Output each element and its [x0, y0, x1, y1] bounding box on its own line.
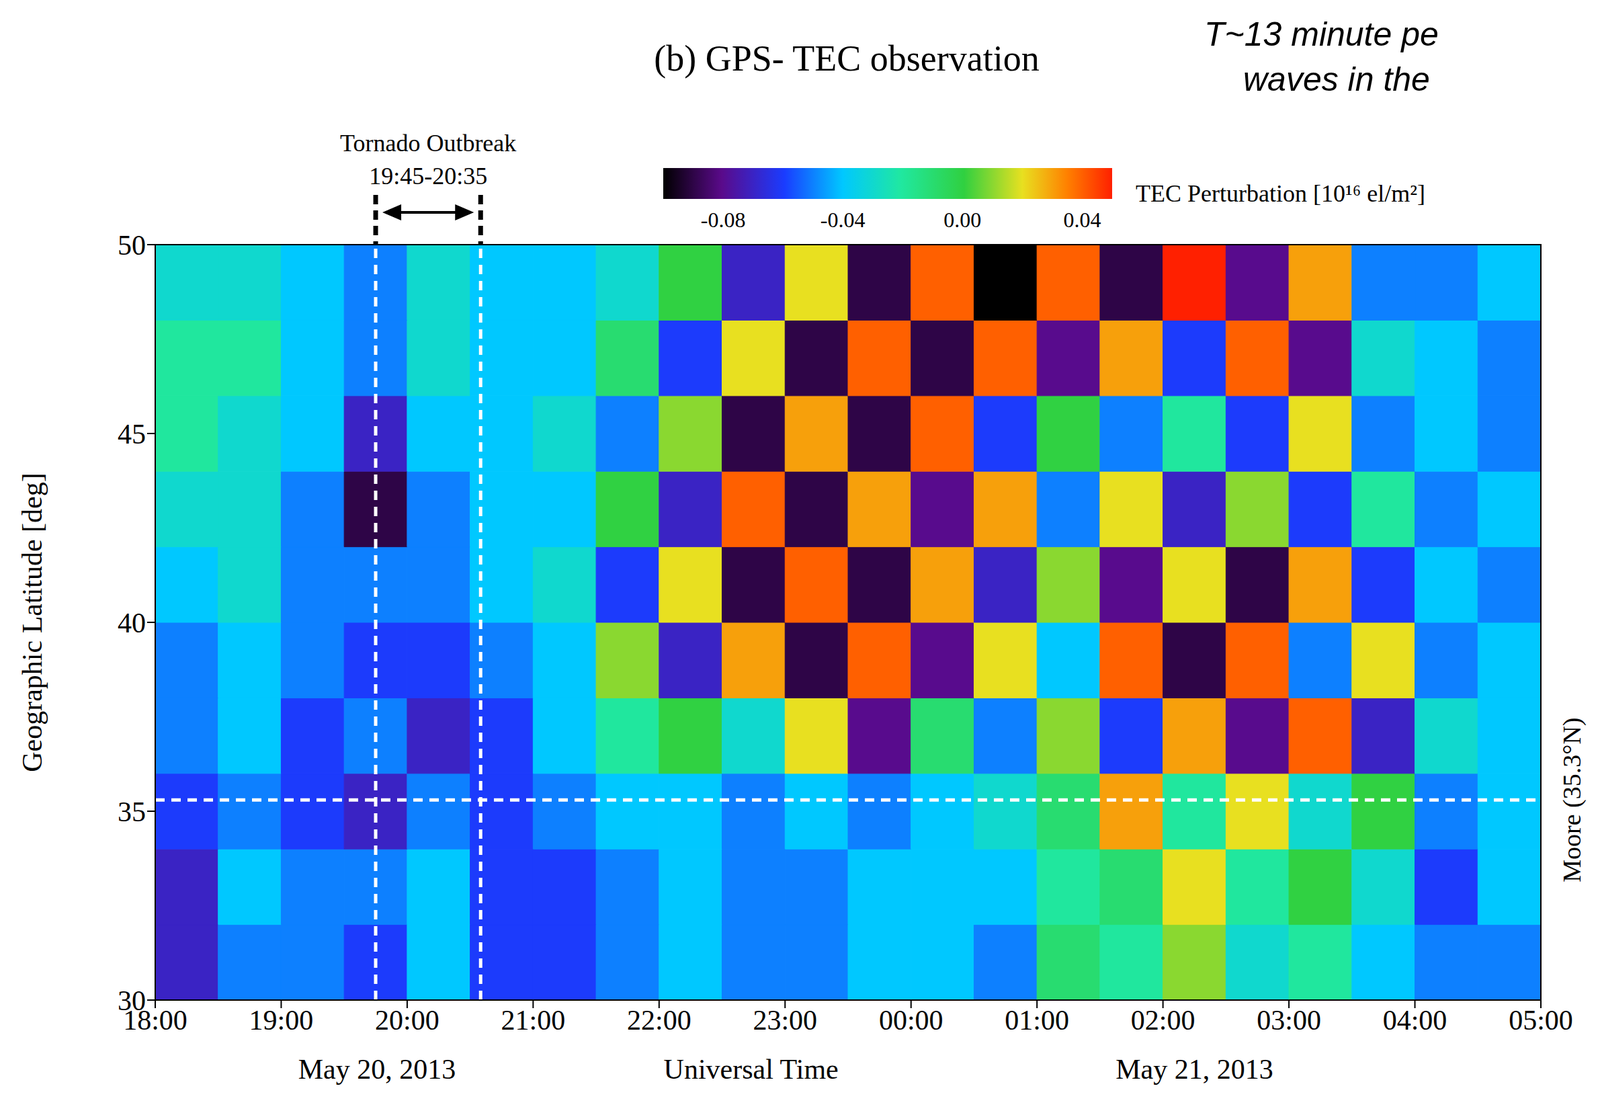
svg-text:30: 30 — [117, 985, 146, 1017]
svg-text:TEC Perturbation [10¹⁶ el/m²]: TEC Perturbation [10¹⁶ el/m²] — [1135, 180, 1426, 207]
svg-text:T~13 minute pe: T~13 minute pe — [1204, 15, 1439, 54]
svg-text:Tornado Outbreak: Tornado Outbreak — [340, 129, 517, 157]
svg-text:45: 45 — [117, 418, 146, 450]
svg-text:00:00: 00:00 — [878, 1004, 944, 1036]
svg-text:May 21, 2013: May 21, 2013 — [1115, 1053, 1274, 1085]
svg-text:01:00: 01:00 — [1004, 1004, 1070, 1036]
svg-text:-0.08: -0.08 — [700, 207, 746, 232]
svg-text:35: 35 — [117, 796, 146, 828]
svg-text:-0.04: -0.04 — [820, 207, 866, 232]
svg-text:02:00: 02:00 — [1130, 1004, 1196, 1036]
svg-text:03:00: 03:00 — [1256, 1004, 1322, 1036]
svg-text:0.00: 0.00 — [943, 207, 982, 232]
svg-text:(b) GPS- TEC observation: (b) GPS- TEC observation — [653, 38, 1039, 79]
svg-text:Universal Time: Universal Time — [663, 1053, 839, 1085]
svg-text:20:00: 20:00 — [374, 1004, 440, 1036]
svg-text:Geographic Latitude [deg]: Geographic Latitude [deg] — [16, 472, 48, 772]
svg-text:40: 40 — [117, 607, 146, 639]
svg-text:05:00: 05:00 — [1508, 1004, 1574, 1036]
svg-text:22:00: 22:00 — [626, 1004, 692, 1036]
svg-text:19:00: 19:00 — [249, 1004, 314, 1036]
svg-text:04:00: 04:00 — [1382, 1004, 1448, 1036]
svg-text:21:00: 21:00 — [501, 1004, 566, 1036]
svg-text:Moore (35.3°N): Moore (35.3°N) — [1557, 717, 1587, 883]
svg-text:19:45-20:35: 19:45-20:35 — [368, 162, 488, 190]
svg-text:50: 50 — [117, 229, 146, 261]
svg-text:May 20, 2013: May 20, 2013 — [298, 1053, 457, 1085]
svg-text:23:00: 23:00 — [752, 1004, 818, 1036]
svg-text:0.04: 0.04 — [1063, 207, 1101, 232]
svg-text:waves in the: waves in the — [1243, 60, 1430, 99]
svg-text:18:00: 18:00 — [123, 1004, 188, 1036]
